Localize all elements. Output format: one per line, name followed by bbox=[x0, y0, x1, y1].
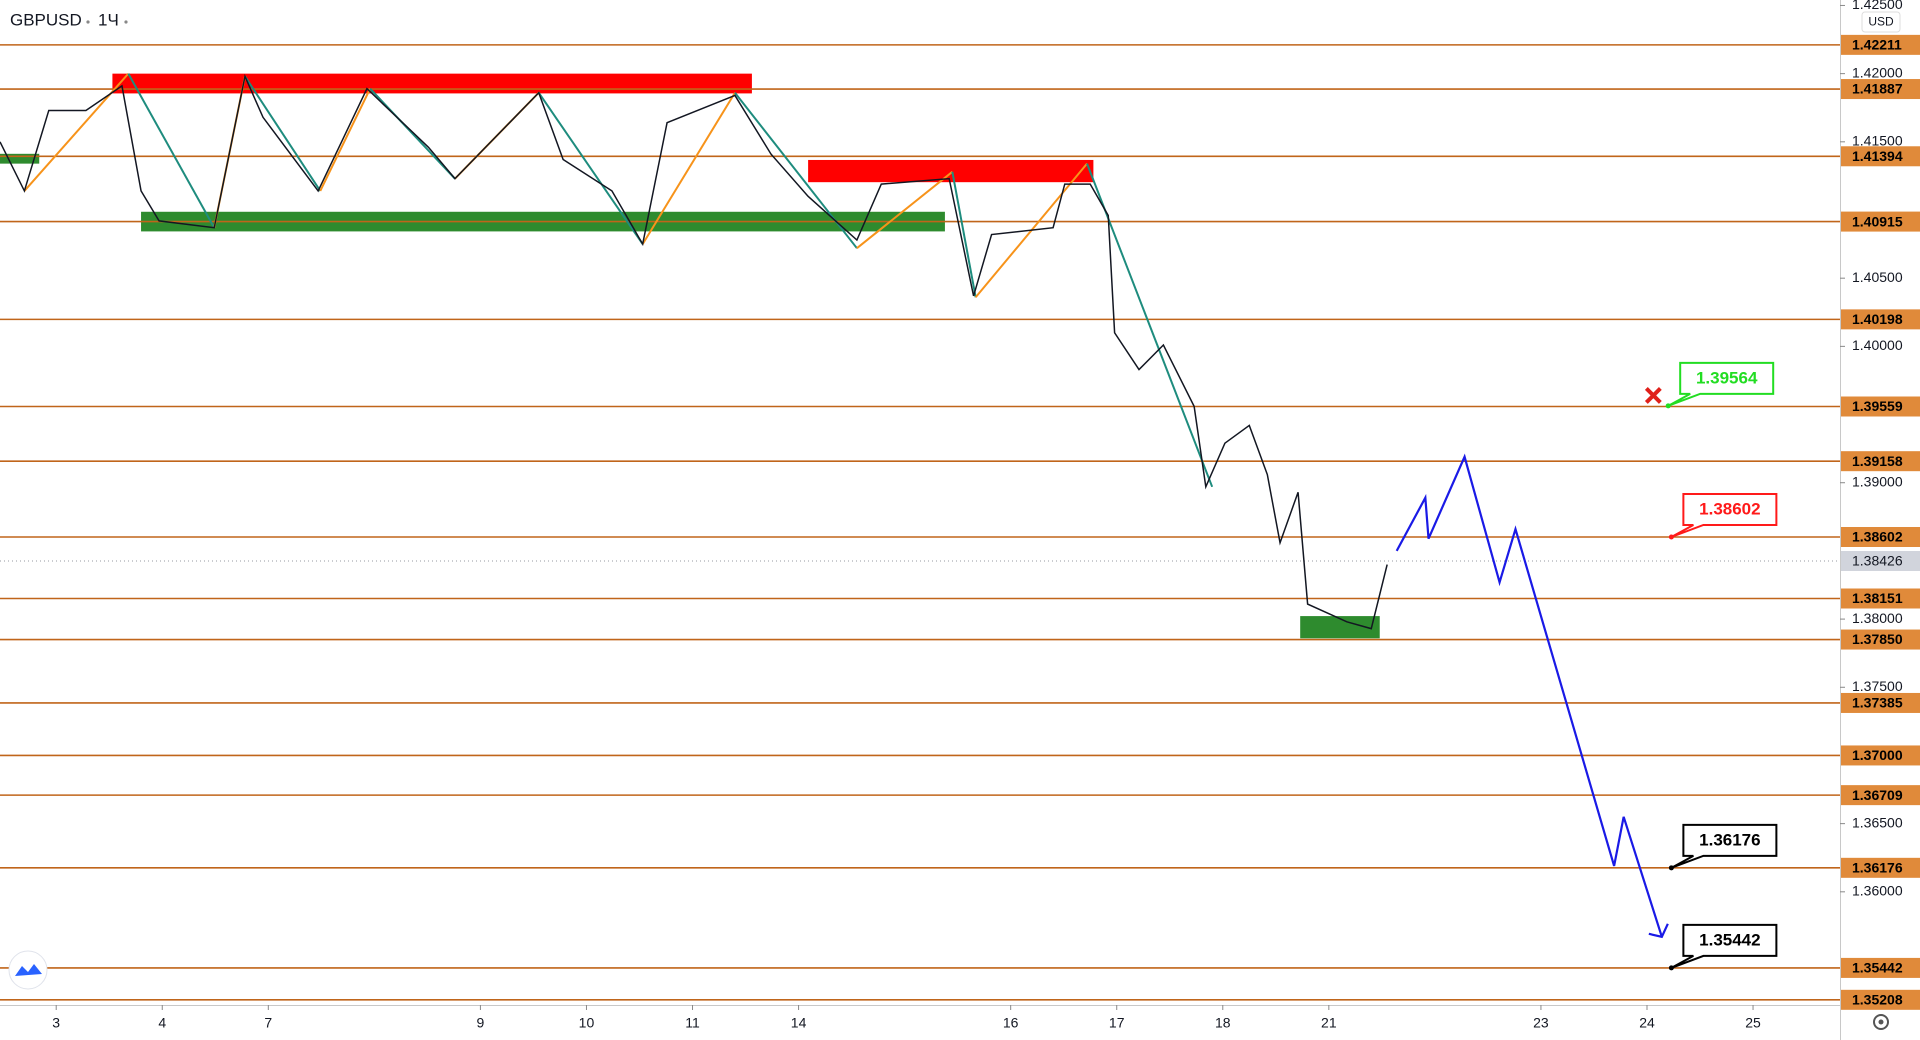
separator bbox=[124, 20, 128, 24]
level-label: 1.40915 bbox=[1852, 213, 1903, 229]
zigzag-segment bbox=[951, 171, 977, 298]
callout-box bbox=[1670, 923, 1778, 969]
level-label-box bbox=[1841, 745, 1920, 766]
callout-box bbox=[1667, 361, 1775, 407]
gear-center bbox=[1878, 1019, 1884, 1025]
level-label: 1.36709 bbox=[1852, 787, 1903, 803]
price-line bbox=[0, 73, 1388, 630]
separator bbox=[86, 20, 90, 24]
x-tick-label: 3 bbox=[52, 1015, 60, 1031]
level-label: 1.42211 bbox=[1852, 37, 1902, 53]
last-price-box bbox=[1841, 551, 1920, 571]
axes: 1.42500 1.42000 1.41500 1.40500 1.40000 1.390… bbox=[52, 0, 1920, 1031]
x-tick-label: 21 bbox=[1321, 1015, 1337, 1031]
y-tick-label: 1.36500 bbox=[1852, 814, 1903, 830]
level-label: 1.35442 bbox=[1852, 960, 1903, 976]
zigzag-segment bbox=[369, 87, 456, 180]
y-tick-label: 1.42500 bbox=[1852, 0, 1903, 12]
level-label: 1.37000 bbox=[1852, 747, 1903, 763]
level-label-box bbox=[1841, 146, 1920, 167]
zigzag-segment bbox=[641, 92, 736, 245]
y-tick-label: 1.37500 bbox=[1852, 678, 1903, 694]
level-label-box bbox=[1841, 79, 1920, 100]
currency: USD bbox=[1868, 15, 1894, 29]
logo-circle bbox=[8, 950, 48, 990]
gear bbox=[1873, 1014, 1889, 1030]
callout-box bbox=[1670, 493, 1778, 538]
level-label: 1.40198 bbox=[1852, 311, 1903, 327]
level-label: 1.37385 bbox=[1852, 695, 1903, 711]
zigzag-segment bbox=[537, 92, 644, 245]
level-label: 1.39158 bbox=[1852, 453, 1903, 469]
x-tick-label: 4 bbox=[158, 1015, 166, 1031]
level-label-box bbox=[1841, 527, 1920, 547]
x-tick-label: 24 bbox=[1639, 1015, 1655, 1031]
level-label-box bbox=[1841, 396, 1920, 417]
level-label-box bbox=[1841, 309, 1920, 330]
zone bbox=[0, 153, 40, 164]
y-tick-label: 1.39000 bbox=[1852, 473, 1903, 489]
x-tick-label: 16 bbox=[1003, 1015, 1019, 1031]
x-tick-label: 11 bbox=[685, 1015, 700, 1031]
interval: 1Ч bbox=[98, 10, 119, 29]
y-tick-label: 1.41500 bbox=[1852, 133, 1903, 149]
level-label: 1.35208 bbox=[1852, 992, 1903, 1008]
y-tick-label: 1.42000 bbox=[1852, 64, 1903, 80]
level-label: 1.41394 bbox=[1852, 148, 1903, 164]
level-label-box bbox=[1841, 211, 1920, 232]
zone bbox=[1300, 616, 1380, 639]
zone bbox=[112, 73, 752, 94]
symbol: GBPUSD bbox=[10, 10, 82, 29]
x-tick-label: 23 bbox=[1533, 1015, 1549, 1031]
level-label-box bbox=[1841, 629, 1920, 650]
settings-icon[interactable] bbox=[1873, 1014, 1889, 1030]
plot-area: 1.39564 1.38602 1.36176 1.35442 bbox=[0, 44, 1840, 1001]
level-label-box bbox=[1841, 957, 1920, 978]
callout-label: 1.38602 bbox=[1699, 499, 1760, 518]
callout-label: 1.39564 bbox=[1696, 368, 1758, 387]
callout-label: 1.36176 bbox=[1699, 830, 1760, 849]
x-tick-label: 14 bbox=[791, 1015, 807, 1031]
x-tick-label: 17 bbox=[1109, 1015, 1125, 1031]
currency-box[interactable] bbox=[1861, 11, 1901, 33]
level-label-box bbox=[1841, 857, 1920, 878]
y-tick-label: 1.40500 bbox=[1852, 269, 1903, 285]
level-label-box bbox=[1841, 451, 1920, 472]
level-label: 1.38602 bbox=[1852, 529, 1903, 545]
zigzag-segment bbox=[127, 73, 216, 229]
callout-box bbox=[1670, 823, 1778, 869]
level-label: 1.41887 bbox=[1852, 81, 1903, 97]
y-tick-label: 1.36000 bbox=[1852, 883, 1903, 899]
level-label-box bbox=[1841, 692, 1920, 713]
logo-mark bbox=[15, 964, 42, 976]
level-label: 1.39559 bbox=[1852, 398, 1903, 414]
x-tick-label: 25 bbox=[1745, 1015, 1761, 1031]
cancel-marker bbox=[1644, 387, 1662, 404]
zigzag-segment bbox=[244, 75, 322, 192]
last-price-label: 1.38426 bbox=[1852, 553, 1903, 569]
x-tick-label: 7 bbox=[264, 1015, 272, 1031]
level-label-box bbox=[1841, 34, 1920, 55]
level-label: 1.37850 bbox=[1852, 631, 1903, 647]
x-tick-label: 18 bbox=[1215, 1015, 1231, 1031]
projection-arrow bbox=[1648, 923, 1669, 939]
zigzag-segment bbox=[856, 171, 953, 249]
logo[interactable] bbox=[8, 950, 48, 990]
level-label-box bbox=[1841, 588, 1920, 609]
zigzag-segment bbox=[319, 88, 372, 192]
callout-label: 1.35442 bbox=[1699, 930, 1760, 949]
level-label: 1.36176 bbox=[1852, 860, 1903, 876]
x-tick-label: 9 bbox=[477, 1015, 485, 1031]
level-label-box bbox=[1841, 989, 1920, 1010]
level-label-box bbox=[1841, 785, 1920, 806]
projection-path bbox=[1395, 453, 1663, 938]
level-label: 1.38151 bbox=[1852, 590, 1903, 606]
y-tick-label: 1.38000 bbox=[1852, 610, 1903, 626]
x-tick-label: 10 bbox=[579, 1015, 595, 1031]
zone bbox=[808, 159, 1094, 183]
y-tick-label: 1.40000 bbox=[1852, 337, 1903, 353]
